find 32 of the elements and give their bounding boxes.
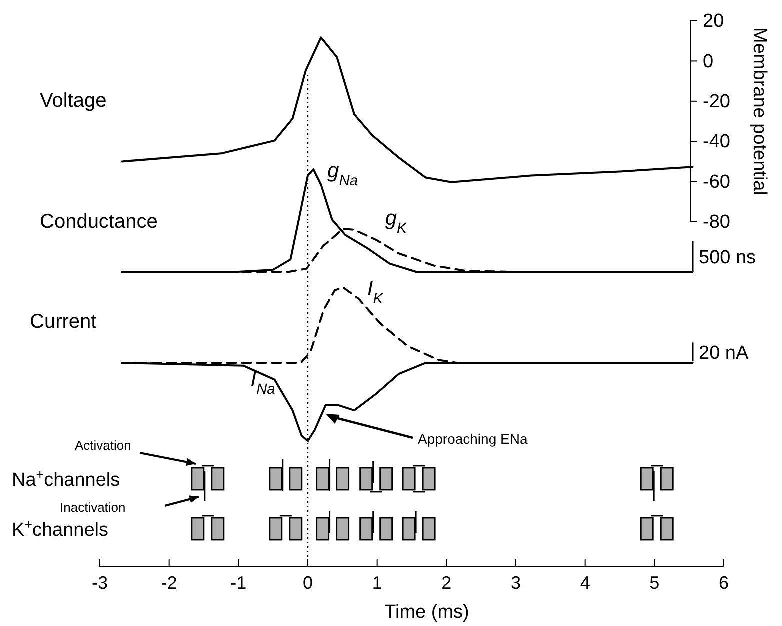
annotation: Activation [75,438,132,453]
x-tick-label: -3 [92,572,108,593]
y-tick-label: -80 [703,212,730,234]
annotation: 20 nA [699,343,749,364]
series-label: g$_{Na}$ [328,160,358,190]
series-label: I$_{Na}$ [250,368,276,398]
annotation: 500 ns [699,248,756,268]
x-tick-label: 3 [510,572,522,593]
x-tick-label: 5 [650,572,660,593]
x-axis-title: Time (ms) [384,602,470,623]
y-axis-title: Membrane potential [749,28,770,196]
annotation: K$^{+}$channels [12,516,109,541]
text: Conductance [40,211,158,233]
x-tick-label: 1 [372,572,382,593]
series-label: g$_{K}$ [385,206,408,237]
x-tick-label: -1 [230,572,247,593]
text: Current [30,311,98,333]
annotation: Na$^{+}$channels [12,466,120,491]
x-tick-label: 4 [580,572,590,593]
x-tick-label: 6 [718,572,730,593]
y-tick-label: -60 [703,172,730,193]
x-tick-label: -2 [161,572,178,593]
series-label: I$_{K}$ [367,278,384,308]
y-tick-label: 0 [703,51,714,72]
annotation: Inactivation [60,500,126,515]
y-tick-label: -40 [703,132,730,153]
text: Voltage [40,90,107,112]
x-tick-label: 0 [302,572,314,593]
y-tick-label: -20 [703,91,730,112]
x-tick-label: 2 [442,572,452,593]
y-tick-label: 20 [703,11,724,32]
annotation: Approaching ENa [418,431,528,447]
